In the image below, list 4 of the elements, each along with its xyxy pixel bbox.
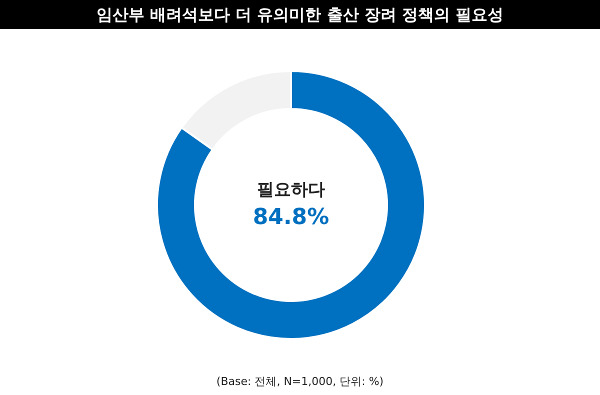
slice-label: 필요하다 [257, 180, 325, 200]
data-label: 84.8% [252, 205, 330, 230]
chart-title: 임산부 배려석보다 더 유의미한 출산 장려 정책의 필요성 [96, 5, 504, 24]
text: (Base: 전체, N=1,000, 단위: %) [216, 375, 384, 388]
